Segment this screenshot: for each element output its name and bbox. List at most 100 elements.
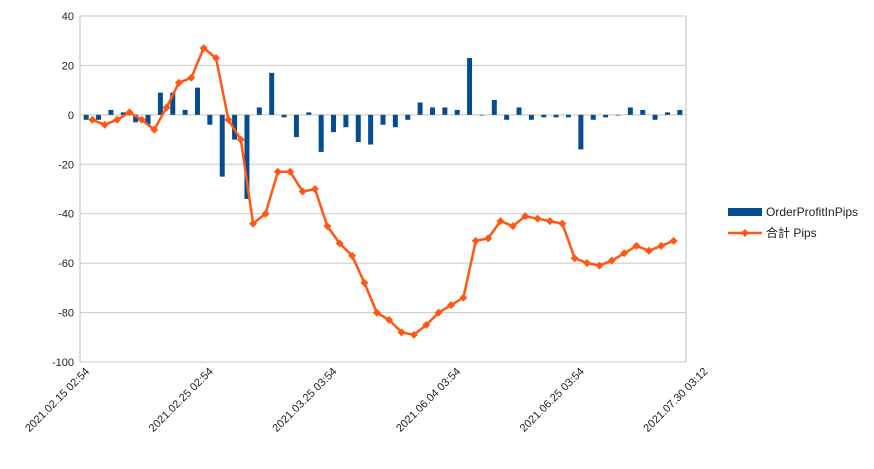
x-axis: 2021.02.15 02:54 2021.02.25 02:54 2021.03.… <box>23 366 710 435</box>
bar <box>293 114 299 138</box>
x-tick-label: 2021.02.15 02:54 <box>23 366 92 435</box>
bar <box>145 114 151 125</box>
bar <box>256 107 262 115</box>
line-point <box>335 239 344 248</box>
bar <box>96 114 102 120</box>
bar <box>578 114 584 150</box>
line-point <box>434 308 443 317</box>
legend-label-line: 合計 Pips <box>766 225 817 240</box>
bar <box>479 114 485 116</box>
bar <box>590 114 596 120</box>
y-axis: 40 20 0 -20 -40 -60 -80 -100 <box>52 11 74 369</box>
legend-bar-swatch <box>728 208 762 216</box>
line-point <box>508 222 517 231</box>
line-point <box>286 167 295 176</box>
line-point <box>620 249 629 258</box>
line-point <box>348 251 357 260</box>
y-tick-label: -20 <box>58 159 74 171</box>
bar <box>380 114 386 125</box>
line-point <box>657 241 666 250</box>
legend-line-marker <box>741 229 749 237</box>
bar <box>207 114 213 125</box>
line-series <box>88 44 678 339</box>
line-point <box>558 219 567 228</box>
line-point <box>583 259 592 268</box>
line-point <box>100 120 109 129</box>
bar <box>331 114 337 133</box>
line-point <box>310 185 319 193</box>
bar <box>120 112 126 115</box>
line-point <box>385 315 394 324</box>
bar <box>652 114 658 120</box>
line-point <box>249 219 258 228</box>
bar <box>355 114 361 143</box>
y-tick-label: -60 <box>58 258 74 270</box>
line-point <box>521 212 530 221</box>
line-point <box>162 103 171 112</box>
line-point <box>447 301 456 310</box>
bar <box>664 112 670 115</box>
bar <box>281 114 287 118</box>
y-tick-label: -80 <box>58 308 74 320</box>
x-tick-label: 2021.06.25 03:54 <box>518 366 587 435</box>
line-point <box>570 254 579 263</box>
line-point <box>632 241 641 250</box>
legend-label-bar: OrderProfitInPips <box>766 205 858 219</box>
line-point <box>360 278 369 287</box>
bar <box>541 114 547 118</box>
bar <box>566 114 572 118</box>
line-point <box>199 44 208 53</box>
bar <box>627 107 633 115</box>
bar <box>244 114 250 199</box>
bar <box>417 102 423 115</box>
y-tick-label: -100 <box>52 357 74 369</box>
bar <box>454 109 460 115</box>
y-tick-label: -40 <box>58 209 74 221</box>
line-point <box>88 115 97 124</box>
bar <box>528 114 534 120</box>
bar <box>219 114 225 177</box>
x-tick-label: 2021.02.25 02:54 <box>147 366 216 435</box>
line-point <box>669 236 678 245</box>
bar <box>640 109 646 115</box>
bar-series <box>83 58 683 199</box>
bar <box>429 107 435 115</box>
bar <box>442 107 448 115</box>
line-point <box>323 222 332 231</box>
line-point <box>224 115 233 124</box>
bar <box>504 114 510 120</box>
line-point <box>187 73 196 82</box>
line-point <box>533 214 542 223</box>
series-line <box>91 46 675 337</box>
bar <box>108 109 114 115</box>
line-point <box>137 115 146 124</box>
x-tick-label: 2021.07.30 03:12 <box>641 366 710 435</box>
bar <box>232 114 238 140</box>
line-point <box>298 187 307 196</box>
legend: OrderProfitInPips 合計 Pips <box>728 205 858 240</box>
bar <box>269 72 275 115</box>
line-point <box>595 261 604 270</box>
line-point <box>372 308 381 317</box>
line-point <box>496 217 505 226</box>
y-tick-label: 40 <box>62 11 74 23</box>
bar <box>553 114 559 118</box>
bar <box>615 114 621 116</box>
bar <box>170 92 176 115</box>
line-point <box>113 115 122 124</box>
line-point <box>459 293 468 302</box>
grid <box>79 15 687 363</box>
bar <box>194 87 200 115</box>
y-tick-label: 20 <box>62 60 74 72</box>
line-point <box>607 256 616 265</box>
line-point <box>273 167 282 176</box>
bar <box>318 114 324 152</box>
x-tick-label: 2021.03.25 03:54 <box>270 366 339 435</box>
bar <box>467 58 473 115</box>
line-point <box>174 78 183 87</box>
line-point <box>261 209 270 218</box>
bar <box>83 114 89 120</box>
bar <box>133 114 139 123</box>
line-point <box>150 125 159 134</box>
